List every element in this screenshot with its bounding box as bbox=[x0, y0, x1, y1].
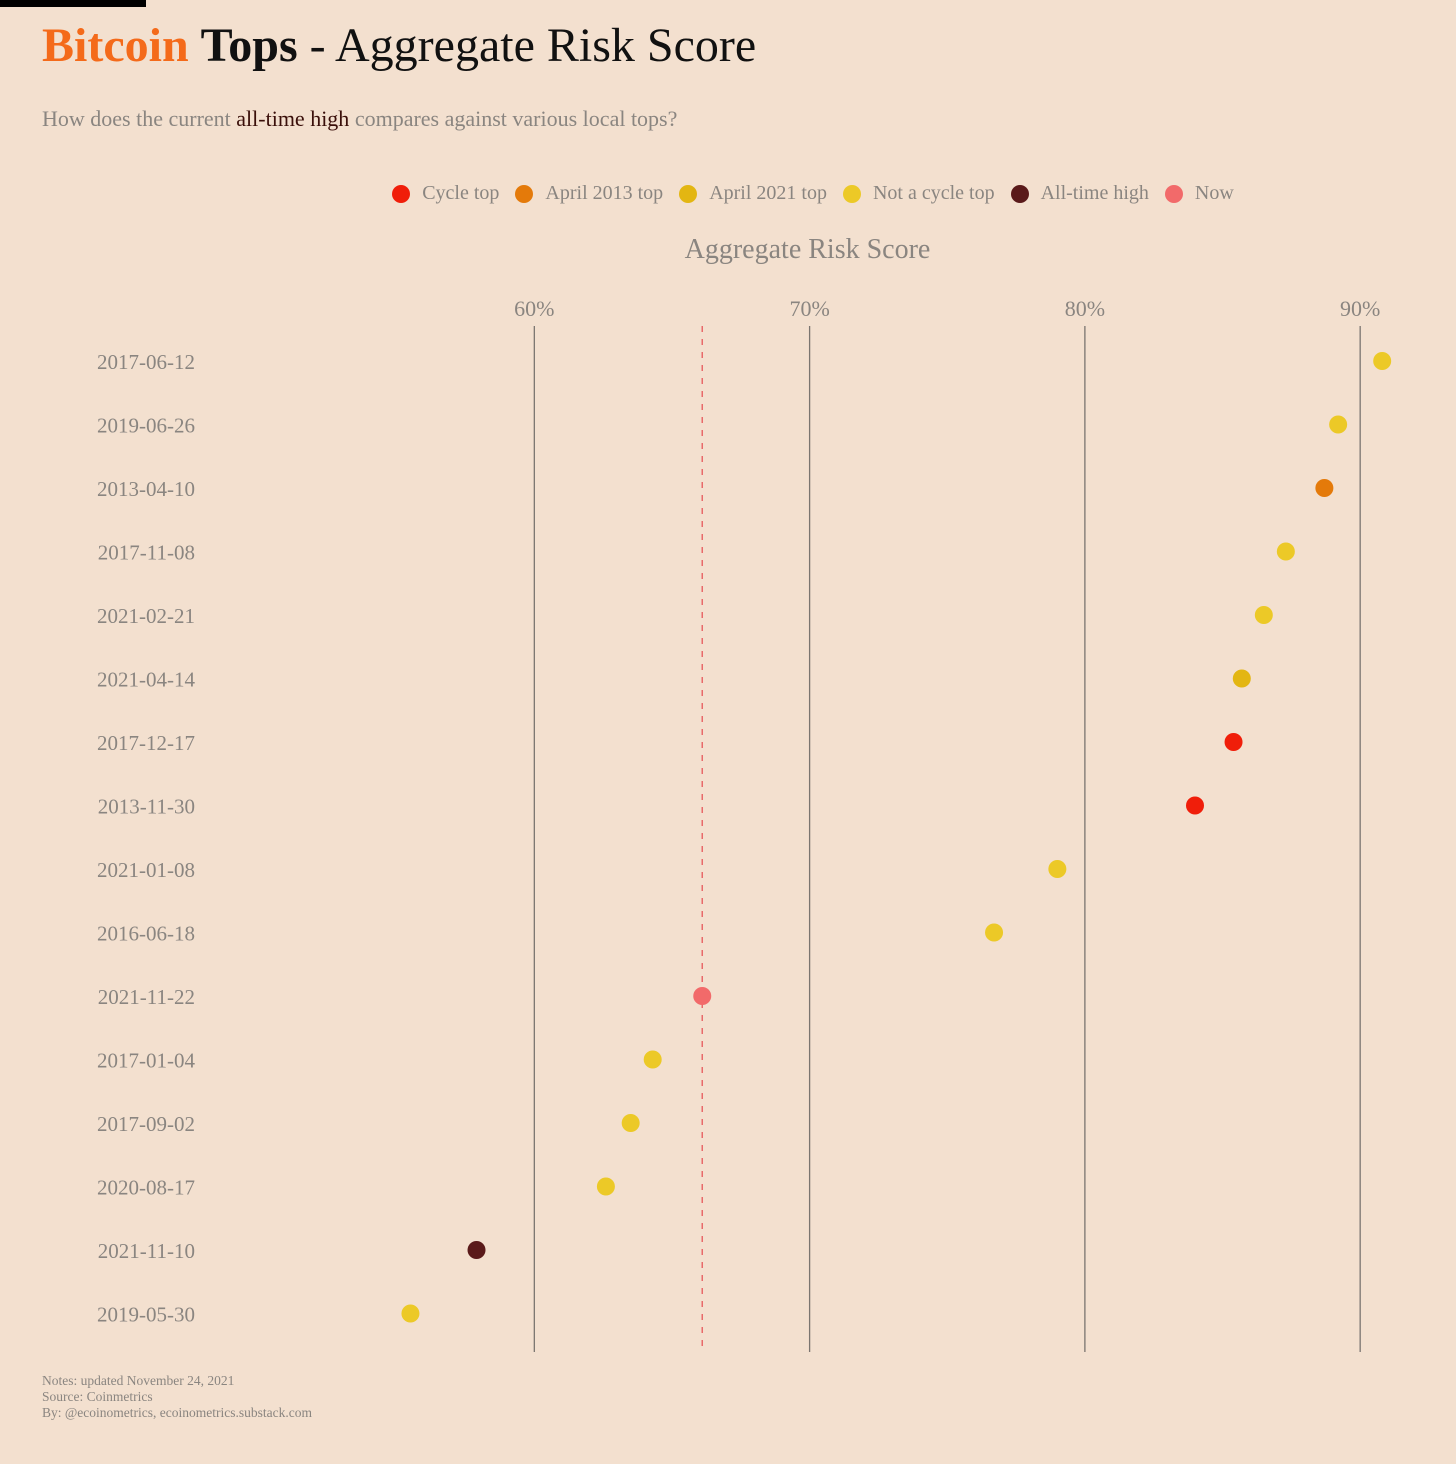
y-tick-label: 2019-06-26 bbox=[97, 414, 195, 438]
data-point bbox=[985, 923, 1004, 942]
subtitle-pre: How does the current bbox=[42, 106, 237, 131]
subtitle-post: compares against various local tops? bbox=[349, 106, 678, 131]
y-tick-label: 2021-04-14 bbox=[97, 668, 195, 692]
y-tick-label: 2020-08-17 bbox=[97, 1176, 195, 1200]
y-tick-label: 2017-12-17 bbox=[97, 731, 195, 755]
title-bold: Tops bbox=[200, 19, 298, 72]
x-tick-label: 80% bbox=[1065, 296, 1105, 321]
data-point bbox=[1276, 542, 1295, 561]
y-tick-label: 2019-05-30 bbox=[97, 1303, 195, 1327]
legend-item: All-time high bbox=[1010, 182, 1149, 205]
legend-item: April 2013 top bbox=[515, 182, 663, 205]
y-tick-label: 2021-11-10 bbox=[98, 1239, 195, 1263]
data-point bbox=[1315, 479, 1334, 497]
data-point bbox=[1048, 860, 1067, 878]
page-subtitle: How does the current all-time high compa… bbox=[42, 106, 677, 132]
y-tick-label: 2021-11-22 bbox=[98, 985, 195, 1009]
data-point bbox=[1373, 352, 1392, 370]
x-tick-label: 60% bbox=[514, 296, 554, 321]
legend-swatch bbox=[1164, 184, 1183, 203]
legend-swatch bbox=[679, 184, 698, 203]
y-tick-label: 2021-01-08 bbox=[97, 858, 195, 882]
legend-label: Cycle top bbox=[422, 182, 500, 204]
legend-item: April 2021 top bbox=[679, 182, 827, 205]
legend-label: April 2013 top bbox=[545, 182, 664, 204]
x-axis-title: Aggregate Risk Score bbox=[685, 234, 931, 265]
legend-swatch bbox=[515, 184, 534, 203]
data-point bbox=[1232, 669, 1251, 688]
notes-updated: Notes: updated November 24, 2021 bbox=[42, 1373, 235, 1388]
chart-legend: Cycle top April 2013 top April 2021 top Not… bbox=[0, 182, 1456, 205]
data-point bbox=[621, 1114, 640, 1132]
title-brand: Bitcoin bbox=[42, 19, 189, 72]
subtitle-highlight: all-time high bbox=[236, 106, 350, 131]
data-point bbox=[401, 1304, 420, 1323]
title-rest: - Aggregate Risk Score bbox=[297, 19, 757, 72]
legend-swatch bbox=[392, 184, 411, 203]
chart-notes: Notes: updated November 24, 2021 Source:… bbox=[42, 1373, 312, 1421]
y-tick-label: 2017-09-02 bbox=[97, 1112, 195, 1136]
notes-source: Source: Coinmetrics bbox=[42, 1389, 153, 1404]
data-point bbox=[1224, 733, 1243, 751]
notes-by: By: @ecoinometrics, ecoinometrics.substa… bbox=[42, 1405, 312, 1420]
y-tick-label: 2016-06-18 bbox=[97, 922, 195, 946]
data-point bbox=[1254, 606, 1273, 624]
data-point bbox=[596, 1177, 615, 1196]
top-accent-bar bbox=[0, 0, 146, 7]
legend-label: Now bbox=[1194, 182, 1234, 204]
page-title: Bitcoin Tops - Aggregate Risk Score bbox=[42, 18, 756, 73]
legend-label: Not a cycle top bbox=[872, 182, 995, 204]
y-tick-label: 2013-04-10 bbox=[97, 477, 195, 501]
y-tick-label: 2021-02-21 bbox=[97, 604, 195, 628]
legend-item: Now bbox=[1164, 182, 1234, 205]
legend-swatch bbox=[842, 184, 861, 203]
legend-swatch bbox=[1010, 184, 1029, 203]
data-point bbox=[643, 1050, 662, 1069]
x-tick-label: 70% bbox=[789, 296, 829, 321]
legend-item: Not a cycle top bbox=[842, 182, 995, 205]
legend-label: April 2021 top bbox=[709, 182, 827, 204]
legend-label: All-time high bbox=[1040, 182, 1149, 204]
x-tick-label: 90% bbox=[1340, 296, 1380, 321]
y-tick-label: 2017-01-04 bbox=[97, 1049, 195, 1073]
legend-item: Cycle top bbox=[392, 182, 499, 205]
data-point bbox=[1329, 415, 1348, 434]
data-point bbox=[1186, 796, 1204, 815]
data-point bbox=[693, 987, 712, 1005]
y-tick-label: 2013-11-30 bbox=[98, 795, 195, 819]
y-tick-label: 2017-06-12 bbox=[97, 350, 195, 374]
data-point bbox=[467, 1241, 486, 1259]
y-tick-label: 2017-11-08 bbox=[98, 541, 195, 565]
